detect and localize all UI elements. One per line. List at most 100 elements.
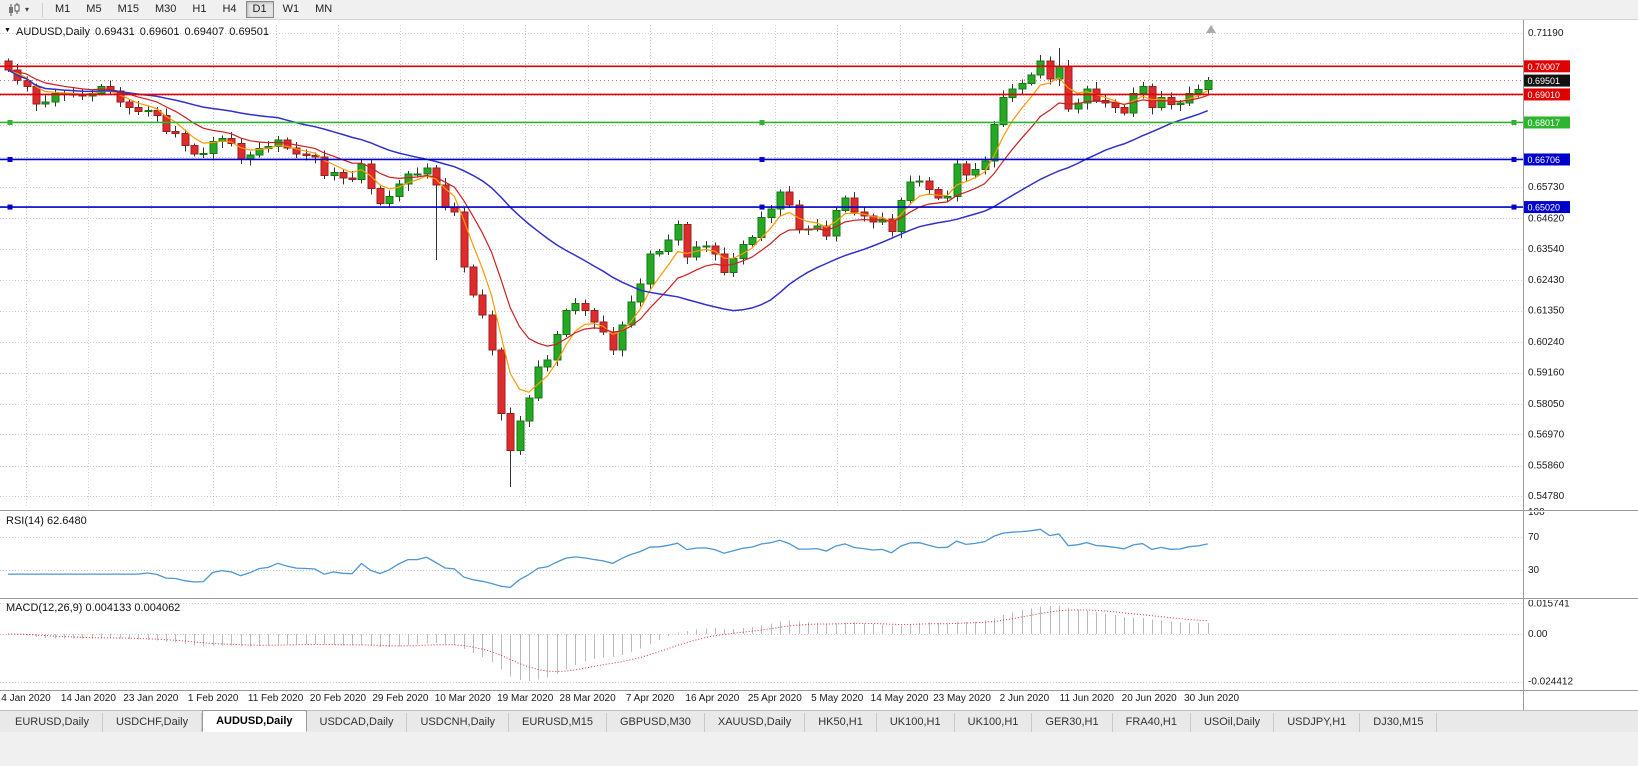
svg-text:0.56970: 0.56970 [1528,429,1565,440]
hline-handle [7,204,13,210]
hline-handle [1511,156,1517,162]
svg-text:7 Apr 2020: 7 Apr 2020 [626,693,675,704]
svg-text:16 Apr 2020: 16 Apr 2020 [685,693,739,704]
svg-text:0.68017: 0.68017 [1528,118,1561,128]
svg-text:14 May 2020: 14 May 2020 [871,693,929,704]
chart-tab-USDCAD-Daily[interactable]: USDCAD,Daily [306,713,408,732]
svg-text:29 Feb 2020: 29 Feb 2020 [372,693,429,704]
ohlc-open: 0.69431 [94,26,135,38]
macd-values: 0.004133 0.004062 [85,602,181,614]
svg-text:0.66706: 0.66706 [1528,155,1561,165]
svg-text:14 Jan 2020: 14 Jan 2020 [61,693,116,704]
svg-text:19 Mar 2020: 19 Mar 2020 [497,693,554,704]
candlestick-chart-icon [9,2,20,16]
svg-text:0.60240: 0.60240 [1528,337,1565,348]
chart-tab-EURUSD-M15[interactable]: EURUSD,M15 [509,713,607,732]
chart-type-dropdown[interactable]: ▾ [4,2,32,18]
svg-text:0.63540: 0.63540 [1528,244,1565,255]
chart-tab-DJ30-M15[interactable]: DJ30,M15 [1360,713,1438,732]
timeframe-button-H1[interactable]: H1 [192,3,207,15]
macd-histogram [17,605,1209,681]
timeframe-button-M15[interactable]: M15 [117,3,139,15]
candles [4,48,1213,488]
moving-averages [7,69,1208,393]
chart-shift-marker[interactable] [1206,25,1216,33]
toolbar: ▾ M1 M5 M15 M30 H1 H4 D1 W1 MN [0,0,1638,20]
hline-handle [759,119,765,125]
main-chart-canvas[interactable]: 0.71190 0.65730 0.64620 0.63540 0.62430 0.613… [0,20,1638,710]
svg-text:70: 70 [1528,532,1540,543]
ohlc-close: 0.69501 [229,26,270,38]
chart-tab-GBPUSD-M30[interactable]: GBPUSD,M30 [606,713,705,732]
chart-tab-EURUSD-Daily[interactable]: EURUSD,Daily [2,713,103,732]
chart-tab-FRA40-H1[interactable]: FRA40,H1 [1112,713,1191,732]
svg-text:11 Jun 2020: 11 Jun 2020 [1060,693,1115,704]
chart-tab-USOil-Daily[interactable]: USOil,Daily [1190,713,1275,732]
ma-ema5-line [7,69,1208,393]
chart-tab-GER30-H1[interactable]: GER30,H1 [1032,713,1113,732]
rsi-line [8,528,1208,589]
timeframe-button-W1[interactable]: W1 [282,3,300,15]
macd-name: MACD(12,26,9) [6,602,83,614]
chart-tab-HK50-H1[interactable]: HK50,H1 [805,713,877,732]
chart-window[interactable]: 0.71190 0.65730 0.64620 0.63540 0.62430 0.613… [0,20,1638,710]
svg-text:23 Jan 2020: 23 Jan 2020 [123,693,178,704]
svg-text:23 May 2020: 23 May 2020 [933,693,991,704]
price-tag-0.66706 [1524,153,1570,166]
svg-text:-0.024412: -0.024412 [1528,677,1573,688]
svg-text:0.71190: 0.71190 [1528,28,1564,39]
hline-handle [759,156,765,162]
rsi-grid [0,537,1523,571]
chart-tab-AUDUSD-Daily[interactable]: AUDUSD,Daily [202,710,307,732]
svg-text:0.54780: 0.54780 [1528,491,1565,502]
svg-text:20 Jun 2020: 20 Jun 2020 [1122,693,1177,704]
chart-tab-XAUUSD-Daily[interactable]: XAUUSD,Daily [704,713,806,732]
macd-grid [0,603,1523,683]
rsi-indicator-label: RSI(14) 62.6480 [6,515,87,527]
svg-text:100: 100 [1528,507,1545,518]
timeframe-button-M1[interactable]: M1 [55,3,71,15]
svg-text:0.69501: 0.69501 [1528,76,1561,86]
status-bar [0,732,1638,766]
chart-tab-UK100-H1[interactable]: UK100,H1 [954,713,1033,732]
timeframe-button-M30[interactable]: M30 [154,3,177,15]
svg-text:30: 30 [1528,565,1540,576]
chevron-down-icon: ▾ [25,5,30,14]
svg-text:0.61350: 0.61350 [1528,306,1565,317]
ma-sma30-line [7,69,1208,312]
macd-signal-line [7,609,1208,673]
hline-handle [1511,119,1517,125]
hline-handle [7,156,13,162]
hline-handle [1511,204,1517,210]
chart-tab-USDCHF-Daily[interactable]: USDCHF,Daily [102,713,203,732]
chart-tabs-bar: EURUSD,Daily USDCHF,Daily AUDUSD,Daily USDC… [0,710,1638,732]
svg-text:0.59160: 0.59160 [1528,368,1565,379]
svg-text:5 May 2020: 5 May 2020 [811,693,864,704]
ma-ema11-line [7,69,1208,347]
svg-text:0.58050: 0.58050 [1528,399,1565,410]
current-price-tag [1524,74,1570,87]
price-tag-0.68017 [1524,116,1570,129]
chart-tab-UK100-H1[interactable]: UK100,H1 [876,713,955,732]
price-tag-0.69010 [1524,88,1570,101]
ohlc-low: 0.69407 [184,26,225,38]
rsi-name: RSI(14) [6,515,44,527]
timeframe-button-H4[interactable]: H4 [222,3,237,15]
timeframe-button-D1[interactable]: D1 [245,1,274,18]
svg-text:0.69010: 0.69010 [1528,90,1561,100]
svg-text:0.64620: 0.64620 [1528,213,1565,224]
chart-menu-icon[interactable]: ▼ [4,27,11,34]
chart-title: AUDUSD,Daily 0.69431 0.69601 0.69407 0.69501 [16,26,274,38]
chart-tab-USDJPY-H1[interactable]: USDJPY,H1 [1274,713,1361,732]
hline-handle [759,204,765,210]
svg-text:28 Mar 2020: 28 Mar 2020 [560,693,617,704]
chart-tab-USDCNH-Daily[interactable]: USDCNH,Daily [407,713,510,732]
timeframe-button-MN[interactable]: MN [315,3,333,15]
price-tag-0.65020 [1524,201,1570,214]
svg-text:10 Mar 2020: 10 Mar 2020 [435,693,492,704]
svg-text:0.00: 0.00 [1528,629,1548,640]
timeframe-button-M5[interactable]: M5 [86,3,102,15]
svg-text:4 Jan 2020: 4 Jan 2020 [1,693,51,704]
svg-text:0.65730: 0.65730 [1528,182,1565,193]
svg-text:0.015741: 0.015741 [1528,598,1570,609]
